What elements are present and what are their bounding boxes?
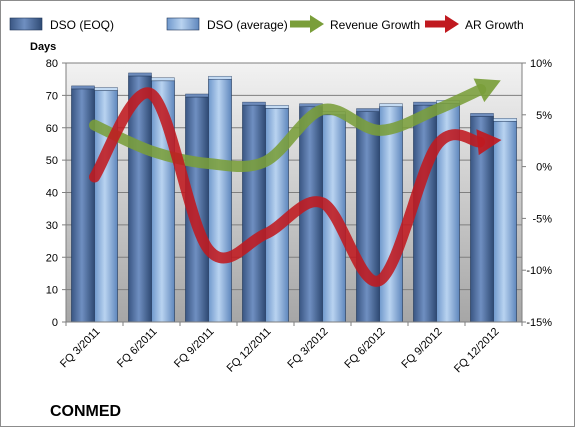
bar-top	[356, 108, 380, 112]
legend-swatch-dso-average-	[166, 17, 200, 31]
legend-arrow-ar-growth	[445, 15, 459, 33]
bar-top	[242, 101, 266, 106]
bar-dso-average	[208, 78, 232, 323]
revenue-growth-line	[89, 84, 487, 172]
y2-tick-label: 10%	[530, 58, 552, 70]
y-tick-label: 50	[46, 155, 58, 167]
y2-tick-label: -10%	[526, 265, 552, 277]
ar-growth-line	[89, 87, 486, 287]
y-tick-label: 20	[46, 252, 58, 264]
ar-growth-arrowhead	[476, 129, 502, 156]
bar-top	[151, 77, 175, 82]
y-tick-label: 10	[46, 285, 58, 297]
legend-swatch-dso-eoq-	[9, 17, 43, 31]
legend-arrow-revenue-growth	[310, 15, 324, 33]
y-tick-label: 60	[46, 123, 58, 135]
bar-top	[265, 105, 289, 109]
bar-top	[413, 101, 437, 106]
legend: DSO (EOQ) DSO (average) Revenue Growth AR G…	[9, 15, 524, 33]
bar-dso-average	[379, 106, 403, 323]
bar-top	[128, 72, 152, 77]
y-tick-label: 70	[46, 90, 58, 102]
y-tick-label: 30	[46, 220, 58, 232]
legend-label-ar-growth: AR Growth	[465, 18, 524, 32]
y-axis-label: Days	[30, 41, 56, 53]
bar-top	[208, 75, 232, 80]
bar-top	[493, 118, 517, 122]
company-name: CONMED	[50, 403, 121, 420]
y-tick-label: 40	[46, 188, 58, 200]
bar-dso-eoq	[356, 111, 380, 323]
bar-top	[185, 93, 209, 98]
bar-top	[470, 113, 494, 117]
bar-dso-eoq	[299, 106, 323, 323]
bar-top	[379, 103, 403, 107]
bar-top	[71, 85, 95, 90]
legend-label-dso-average-: DSO (average)	[207, 18, 288, 32]
legend-label-revenue-growth: Revenue Growth	[330, 18, 420, 32]
y-tick-label: 0	[52, 317, 58, 329]
y2-tick-label: 5%	[536, 110, 552, 122]
bar-dso-eoq	[413, 104, 437, 323]
growth-lines	[89, 78, 502, 287]
bar-dso-average	[493, 120, 517, 323]
legend-label-dso-eoq-: DSO (EOQ)	[50, 18, 114, 32]
y-tick-label: 80	[46, 58, 58, 70]
revenue-growth-arrowhead	[473, 78, 501, 103]
y2-tick-label: 0%	[536, 162, 552, 174]
y2-tick-label: -15%	[526, 317, 552, 329]
bar-dso-eoq	[242, 104, 266, 323]
y2-tick-label: -5%	[532, 213, 552, 225]
bar-top	[94, 87, 118, 91]
